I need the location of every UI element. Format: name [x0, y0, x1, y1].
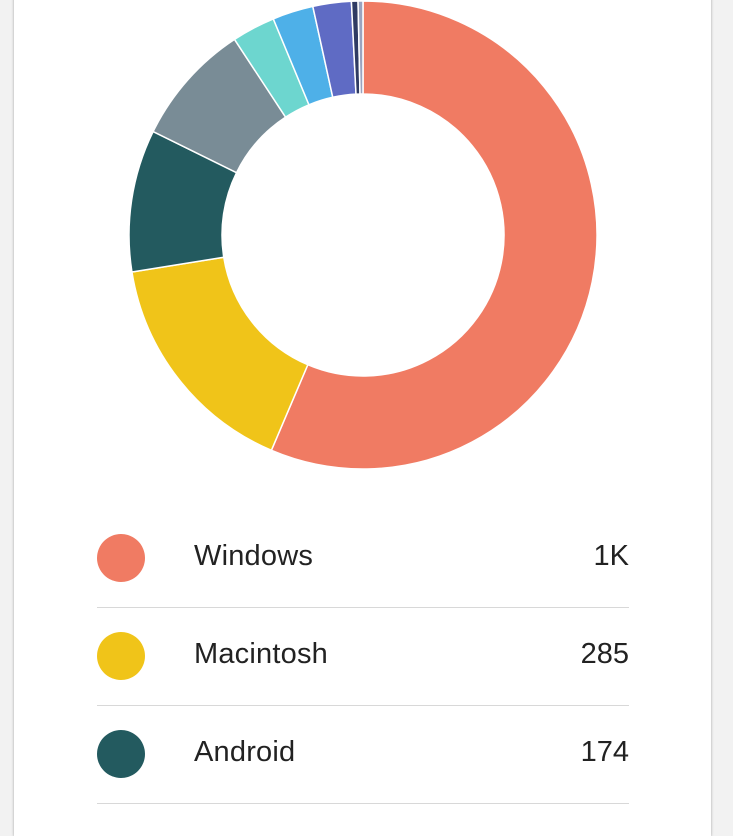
legend-value-windows: 1K [593, 540, 629, 572]
legend-label-macintosh: Macintosh [194, 638, 328, 670]
legend-item-windows[interactable]: Windows 1K [97, 510, 629, 608]
donut-slice-windows[interactable] [270, 0, 598, 470]
legend-item-macintosh[interactable]: Macintosh 285 [97, 608, 629, 706]
legend-swatch-android [97, 730, 145, 778]
legend-value-android: 174 [580, 736, 629, 768]
legend-label-android: Android [194, 736, 296, 768]
donut-slice-macintosh[interactable] [131, 256, 309, 452]
legend-label-windows: Windows [194, 540, 314, 572]
legend-value-macintosh: 285 [580, 638, 629, 670]
legend-swatch-macintosh [97, 632, 145, 680]
legend-swatch-windows [97, 534, 145, 582]
donut-chart [128, 0, 598, 470]
donut-slice-segment-9[interactable] [357, 0, 364, 95]
legend: Windows 1K Macintosh 285 Android 174 [97, 510, 629, 804]
legend-item-android[interactable]: Android 174 [97, 706, 629, 804]
